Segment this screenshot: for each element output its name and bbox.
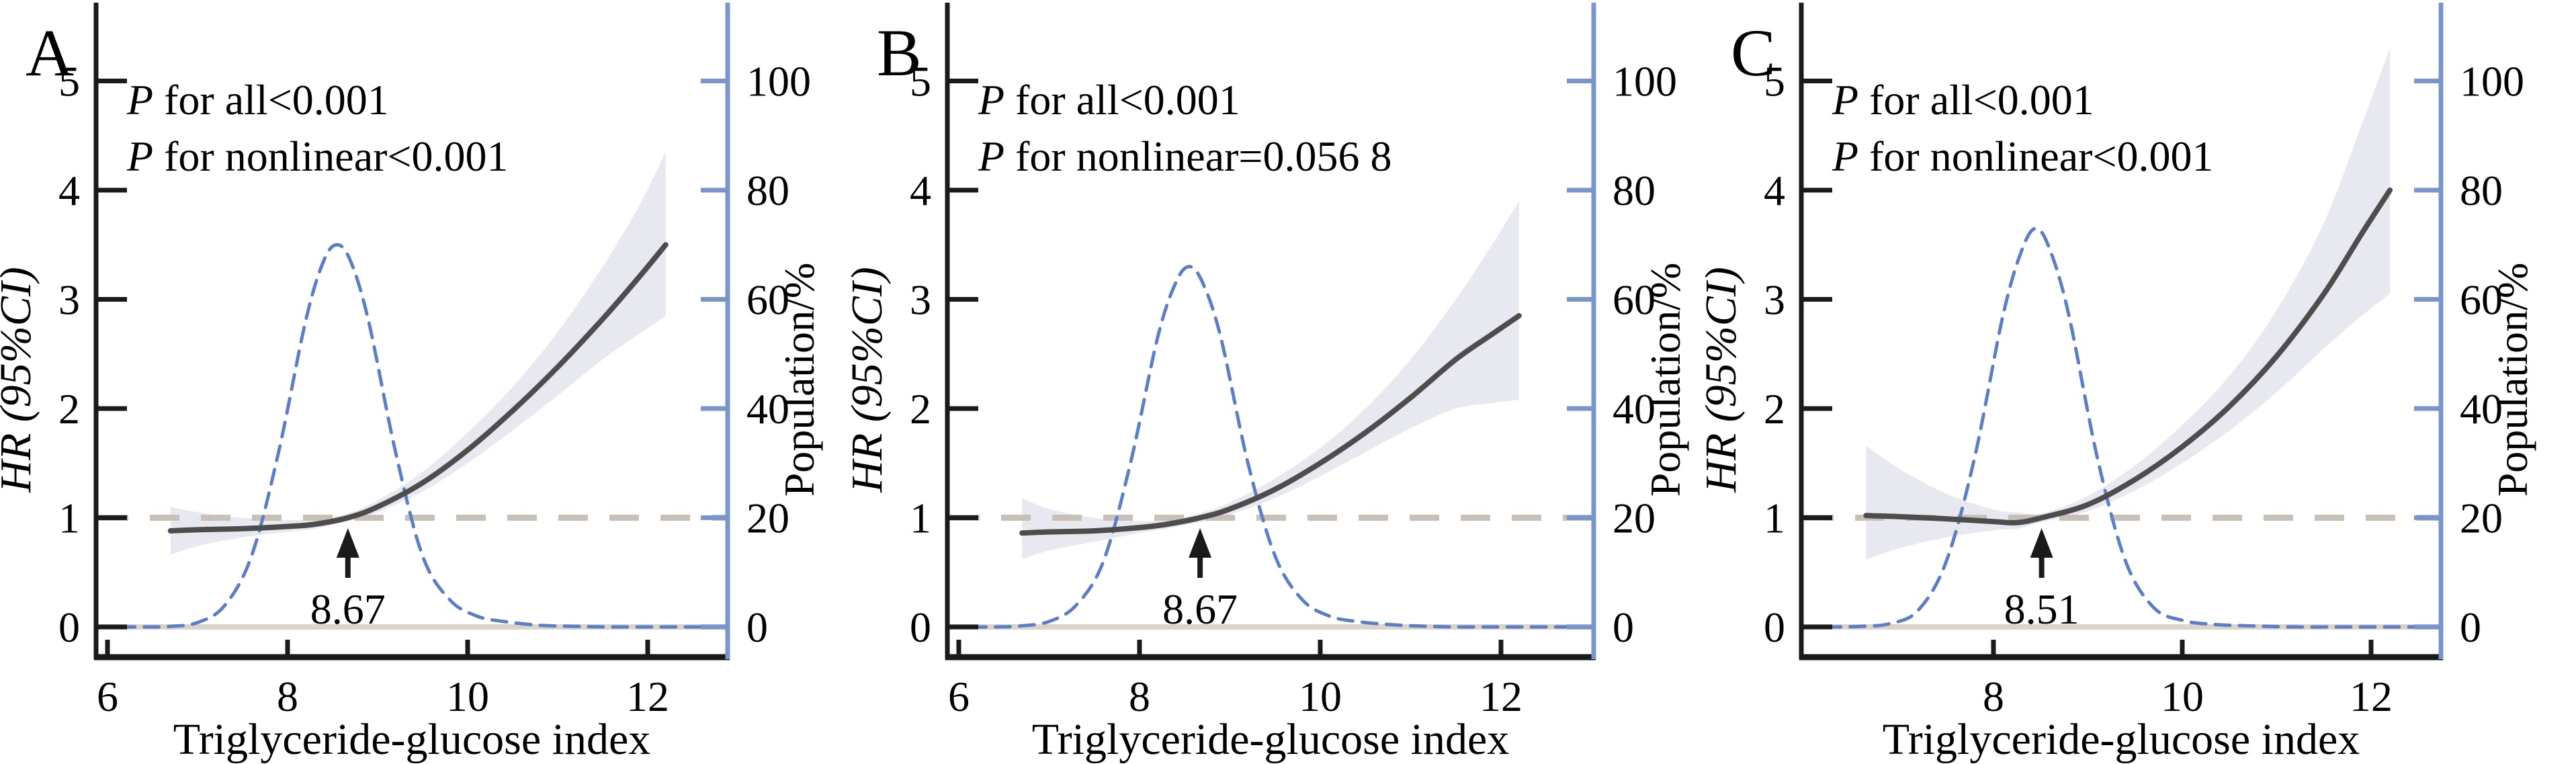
population-curve xyxy=(1800,226,2444,629)
y-axis-title-right: Population/% xyxy=(775,263,823,497)
reference-value-label: 8.67 xyxy=(1162,585,1238,633)
ci-band xyxy=(1866,48,2391,560)
right-axis-tick-label: 40 xyxy=(2460,385,2503,433)
left-axis-tick-label: 2 xyxy=(1764,385,1785,433)
left-axis-tick-label: 1 xyxy=(58,495,80,542)
left-axis-tick-label: 4 xyxy=(1764,167,1785,214)
panel-letter: C xyxy=(1731,15,1776,90)
annotation-p_nonlinear: P for nonlinear<0.001 xyxy=(126,132,509,180)
right-axis-tick-label: 80 xyxy=(1613,167,1656,214)
annotation-p_nonlinear: P for nonlinear=0.056 8 xyxy=(978,132,1392,180)
annotation-p_all: P for all<0.001 xyxy=(126,76,389,124)
hr-curve xyxy=(1019,312,1522,536)
annotation-p_all: P for all<0.001 xyxy=(978,76,1240,124)
right-axis-tick-label: 40 xyxy=(746,385,789,433)
right-axis-tick-label: 100 xyxy=(1613,58,1677,105)
left-axis-tick-label: 0 xyxy=(1764,603,1785,651)
x-axis-tick-label: 10 xyxy=(2161,673,2204,720)
x-axis-tick-label: 10 xyxy=(1299,673,1342,720)
right-axis-tick-label: 0 xyxy=(746,603,768,651)
x-axis-tick-label: 12 xyxy=(1479,673,1522,720)
right-axis-tick-label: 80 xyxy=(2460,167,2503,214)
right-axis-tick-label: 20 xyxy=(1613,495,1656,542)
y-axis-title-left: HR (95%CI) xyxy=(843,267,892,493)
right-axis-tick-label: 60 xyxy=(2460,276,2503,324)
left-axis-tick-label: 0 xyxy=(910,603,931,651)
right-axis-tick-label: 0 xyxy=(2460,603,2481,651)
reference-value-label: 8.67 xyxy=(310,585,386,633)
y-axis-title-right: Population/% xyxy=(1641,263,1689,497)
left-axis-tick-label: 1 xyxy=(910,495,931,542)
right-axis-tick-label: 100 xyxy=(746,58,811,105)
left-axis-tick-label: 0 xyxy=(58,603,80,651)
left-axis-tick-label: 4 xyxy=(910,167,931,214)
left-axis-tick-label: 2 xyxy=(910,385,931,433)
left-axis-tick-label: 4 xyxy=(58,167,80,214)
left-axis-tick-label: 3 xyxy=(1764,276,1785,324)
left-axis-tick-label: 3 xyxy=(58,276,80,324)
right-axis-tick-label: 100 xyxy=(2460,58,2524,105)
left-axis-tick-label: 2 xyxy=(58,385,80,433)
left-axis-tick-label: 5 xyxy=(58,58,80,105)
ci-band xyxy=(170,152,666,555)
ci-band xyxy=(1022,201,1519,560)
annotation-p_all: P for all<0.001 xyxy=(1832,76,2094,124)
right-axis-tick-label: 60 xyxy=(1613,276,1656,324)
reference-value-label: 8.51 xyxy=(2004,585,2079,633)
hr-curve xyxy=(167,242,669,534)
y-axis-title-right: Population/% xyxy=(2489,263,2536,497)
x-axis-title: Triglyceride-glucose index xyxy=(1032,715,1510,764)
population-curve xyxy=(945,265,1584,629)
hr-curve xyxy=(1863,187,2393,526)
x-axis-tick-label: 12 xyxy=(626,673,669,720)
x-axis-tick-label: 8 xyxy=(1129,673,1150,720)
y-axis-title-left: HR (95%CI) xyxy=(0,267,40,493)
x-axis-tick-label: 6 xyxy=(97,673,118,720)
reference-arrow-head xyxy=(1189,528,1212,558)
right-axis-tick-label: 0 xyxy=(1613,603,1634,651)
reference-arrow-head xyxy=(2030,528,2053,558)
y-axis-title-left: HR (95%CI) xyxy=(1697,267,1746,493)
x-axis-title: Triglyceride-glucose index xyxy=(173,715,651,764)
right-axis-tick-label: 80 xyxy=(746,167,789,214)
x-axis-tick-label: 8 xyxy=(1983,673,2004,720)
left-axis-tick-label: 3 xyxy=(910,276,931,324)
x-axis-tick-label: 6 xyxy=(948,673,970,720)
left-axis-tick-label: 5 xyxy=(1764,58,1785,105)
left-axis-tick-label: 5 xyxy=(910,58,931,105)
x-axis-tick-label: 12 xyxy=(2350,673,2393,720)
right-axis-tick-label: 20 xyxy=(746,495,789,542)
right-axis-tick-label: 40 xyxy=(1613,385,1656,433)
panel-letter: B xyxy=(877,15,922,90)
reference-arrow-head xyxy=(336,528,359,558)
left-axis-tick-label: 1 xyxy=(1764,495,1785,542)
right-axis-tick-label: 20 xyxy=(2460,495,2503,542)
x-axis-tick-label: 8 xyxy=(277,673,298,720)
annotation-p_nonlinear: P for nonlinear<0.001 xyxy=(1832,132,2214,180)
panel-letter: A xyxy=(26,15,74,90)
right-axis-tick-label: 60 xyxy=(746,276,789,324)
population-curve xyxy=(94,243,730,629)
x-axis-tick-label: 10 xyxy=(446,673,489,720)
x-axis-title: Triglyceride-glucose index xyxy=(1883,715,2360,764)
